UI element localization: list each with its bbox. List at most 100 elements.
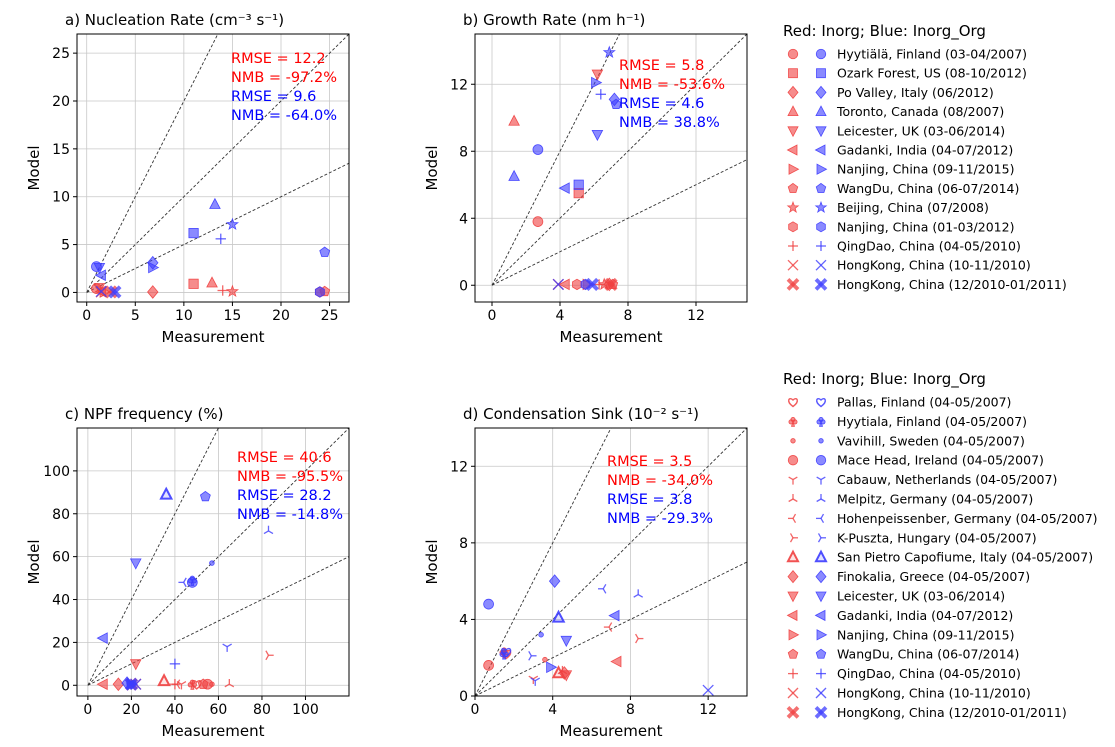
point-inorg-square	[188, 278, 199, 289]
legend-marker-inorg	[788, 241, 798, 251]
x-tick-label: 25	[321, 308, 339, 324]
point-inorg-tri-right	[635, 633, 644, 644]
point-inorg-org-tri-left	[598, 583, 607, 594]
point-inorg-org-triangle-right	[591, 76, 603, 89]
point-inorg-tri-left	[603, 622, 613, 632]
legend-2: Red: Inorg; Blue: Inorg_Org Pallas, Finla…	[783, 370, 1098, 720]
y-axis-label: Model	[25, 145, 43, 190]
legend-entry: Hyytiälä, Finland (03-04/2007)	[787, 47, 1027, 62]
legend-marker-inorg-org	[814, 609, 826, 622]
legend-marker-inorg-org	[815, 48, 827, 60]
point-inorg-org-x	[552, 278, 564, 291]
legend-label: Gadanki, India (04-07/2012)	[837, 608, 1013, 623]
legend-label: Gadanki, India (04-07/2012)	[837, 143, 1013, 158]
stat-nmb: NMB = -53.6%	[619, 77, 725, 93]
point-inorg-org-x	[702, 684, 714, 696]
point-inorg-org-dot	[538, 632, 544, 638]
x-tick-label: 100	[292, 702, 319, 718]
legend-marker-inorg	[788, 68, 798, 79]
x-tick-label: 4	[556, 308, 565, 324]
point-inorg-org-triangle-right	[148, 261, 160, 274]
x-tick-label: 8	[626, 702, 635, 718]
x-tick-label: 5	[131, 308, 140, 324]
reference-lines	[475, 428, 747, 696]
point-inorg-org-triangle-up-open	[159, 486, 174, 500]
panel-title: d) Condensation Sink (10⁻² s⁻¹)	[463, 405, 699, 423]
x-tick-label: 12	[699, 702, 717, 718]
legend-label: Nanjing, China (09-11/2015)	[837, 162, 1014, 177]
point-inorg-org-tri-up	[633, 589, 644, 598]
reference-lines	[491, 34, 747, 286]
point-inorg-org-star	[225, 217, 239, 231]
point-inorg-triangle-up	[206, 276, 218, 288]
legend-entry: QingDao, China (04-05/2010)	[788, 239, 1021, 254]
point-inorg-org-triangle-down	[591, 129, 604, 142]
legend-marker-inorg	[787, 687, 799, 699]
x-tick-label: 20	[122, 702, 140, 718]
point-inorg-org-hexagon	[314, 286, 325, 298]
data-points	[91, 197, 331, 299]
stat-nmb: NMB = -29.3%	[607, 511, 713, 527]
legend-label: Leicester, UK (03-06/2014)	[837, 589, 1005, 604]
stat-rmse: RMSE = 3.5	[607, 454, 692, 470]
legend-entry: Finokalia, Greece (04-05/2007)	[787, 569, 1030, 584]
legend-marker-inorg	[787, 648, 799, 659]
legend-marker-inorg-org	[816, 417, 826, 427]
legend-marker-inorg	[788, 494, 798, 503]
legend-marker-inorg	[788, 163, 800, 175]
point-inorg-triangle-down	[560, 670, 573, 682]
point-inorg-org-triangle-down	[93, 262, 106, 275]
point-inorg-org-circle	[483, 598, 494, 610]
legend-marker-inorg-org	[816, 221, 826, 233]
legend-label: HongKong, China (12/2010-01/2011)	[837, 705, 1067, 720]
legend-entry: K-Puszta, Hungary (04-05/2007)	[789, 530, 1037, 545]
y-tick-label: 8	[459, 536, 468, 552]
ref-line-1	[475, 428, 747, 696]
point-inorg-diamond	[147, 285, 159, 299]
legend-marker-inorg	[788, 513, 797, 524]
legend-marker-inorg	[786, 706, 800, 719]
point-inorg-triangle-left	[96, 678, 108, 691]
data-points	[508, 45, 622, 292]
legend-label: Melpitz, Germany (04-05/2007)	[837, 492, 1033, 507]
legend-entry: Beijing, China (07/2008)	[786, 200, 989, 215]
legend-label: Hohenpeissenber, Germany (04-05/2007)	[837, 511, 1098, 526]
x-tick-label: 0	[471, 702, 480, 718]
legend-title: Red: Inorg; Blue: Inorg_Org	[783, 370, 986, 389]
legend-marker-inorg-org	[816, 241, 826, 251]
legend-1: Red: Inorg; Blue: Inorg_Org Hyytiälä, Fin…	[783, 22, 1067, 292]
legend-marker-inorg-org	[816, 476, 826, 485]
legend-entry: HongKong, China (10-11/2010)	[787, 686, 1031, 701]
point-inorg-x-filled	[604, 277, 618, 292]
legend-marker-inorg-org	[814, 706, 828, 719]
legend-entry: Leicester, UK (03-06/2014)	[787, 123, 1005, 138]
legend-label: Pallas, Finland (04-05/2007)	[837, 395, 1011, 410]
point-inorg-org-tri-up	[263, 525, 274, 535]
legend-marker-inorg-org	[816, 629, 828, 641]
stat-rmse: RMSE = 4.6	[619, 96, 704, 112]
x-tick-label: 4	[548, 702, 557, 718]
legend-marker-inorg	[786, 549, 800, 563]
stat-rmse: RMSE = 40.6	[237, 450, 332, 466]
x-tick-label: 80	[253, 702, 271, 718]
legend-label: Finokalia, Greece (04-05/2007)	[837, 569, 1030, 584]
legend-entry: Nanjing, China (01-03/2012)	[788, 219, 1014, 234]
legend-marker-inorg	[788, 476, 798, 485]
ref-line-0.5	[475, 561, 747, 696]
legend-label: San Pietro Capofiume, Italy (04-05/2007)	[837, 550, 1093, 565]
legend-marker-inorg-org	[815, 455, 827, 466]
stat-rmse: RMSE = 3.8	[607, 492, 692, 508]
point-inorg-org-x-filled	[124, 677, 138, 691]
legend-label: Ozark Forest, US (08-10/2012)	[837, 66, 1027, 81]
legend-label: Beijing, China (07/2008)	[837, 200, 989, 215]
legend-marker-inorg-org	[815, 182, 827, 193]
point-inorg-org-pentagon	[319, 246, 331, 257]
legend-title: Red: Inorg; Blue: Inorg_Org	[783, 22, 986, 41]
legend-entry: HongKong, China (12/2010-01/2011)	[786, 705, 1067, 720]
grid-lines	[77, 34, 349, 302]
legend-marker-inorg	[787, 591, 799, 603]
stat-nmb: NMB = -95.5%	[237, 469, 343, 485]
axes-frame	[76, 427, 350, 697]
legend-marker-inorg	[786, 200, 800, 214]
